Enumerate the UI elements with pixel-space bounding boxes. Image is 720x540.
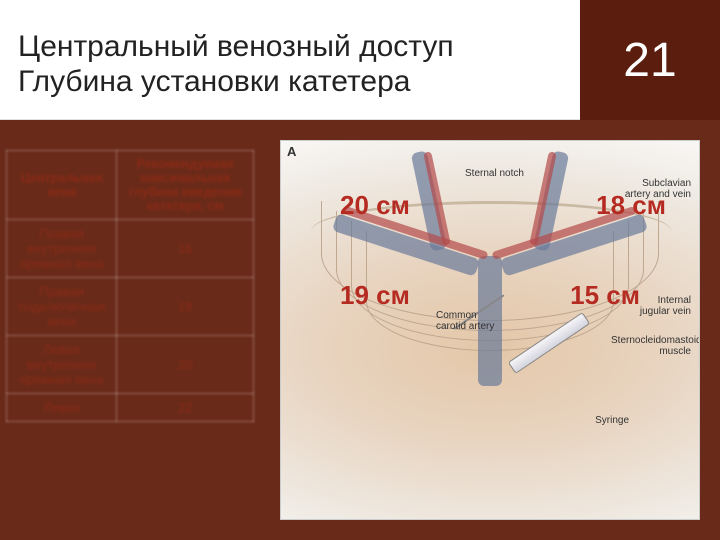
title-line-1: Центральный венозный доступ [18, 30, 454, 63]
slide-header: Центральный венозный доступ Глубина уста… [0, 0, 720, 120]
table-row: Левая 22 [7, 394, 254, 422]
vein-label: Правая подключичная вена [7, 278, 117, 336]
vein-label: Правая внутренняя яремная вена [7, 220, 117, 278]
anno-jugular: Internal jugular vein [631, 296, 691, 317]
slide-number: 21 [623, 33, 676, 88]
depth-table: Центральная вена Рекомендуемая максималь… [6, 150, 254, 422]
vein-label: Левая [7, 394, 117, 422]
content-area: Центральная вена Рекомендуемая максималь… [0, 120, 720, 540]
title-line-2: Глубина установки катетера [18, 65, 410, 98]
overlay-label-18cm: 18 см [596, 190, 666, 221]
overlay-label-20cm: 20 см [340, 190, 410, 221]
slide-number-box: 21 [580, 0, 720, 120]
panel-letter: A [287, 145, 296, 159]
anno-carotid: Common carotid artery [436, 311, 506, 332]
vein-value: 20 [117, 336, 254, 394]
title-area: Центральный венозный доступ Глубина уста… [0, 0, 580, 120]
vein-value: 22 [117, 394, 254, 422]
anno-syringe: Syringe [595, 416, 629, 427]
anno-sternal-notch: Sternal notch [465, 169, 524, 180]
overlay-label-19cm: 19 см [340, 280, 410, 311]
slide: Центральный венозный доступ Глубина уста… [0, 0, 720, 540]
vein-value: 18 [117, 278, 254, 336]
anno-sterno: Sternocleidomastoid muscle [611, 336, 691, 357]
table-header-row: Центральная вена Рекомендуемая максималь… [7, 151, 254, 220]
illustration-column: A Sternal notch Subclavian artery and ve… [260, 120, 720, 540]
page-title: Центральный венозный доступ Глубина уста… [18, 30, 454, 99]
table-header-vein: Центральная вена [7, 151, 117, 220]
table-row: Левая внутренняя яремная вена 20 [7, 336, 254, 394]
overlay-label-15cm: 15 см [570, 280, 640, 311]
table-column: Центральная вена Рекомендуемая максималь… [0, 120, 260, 540]
table-row: Правая внутренняя яремная вена 16 [7, 220, 254, 278]
vein-label: Левая внутренняя яремная вена [7, 336, 117, 394]
table-row: Правая подключичная вена 18 [7, 278, 254, 336]
table-header-depth: Рекомендуемая максимальная глубина введе… [117, 151, 254, 220]
vein-value: 16 [117, 220, 254, 278]
